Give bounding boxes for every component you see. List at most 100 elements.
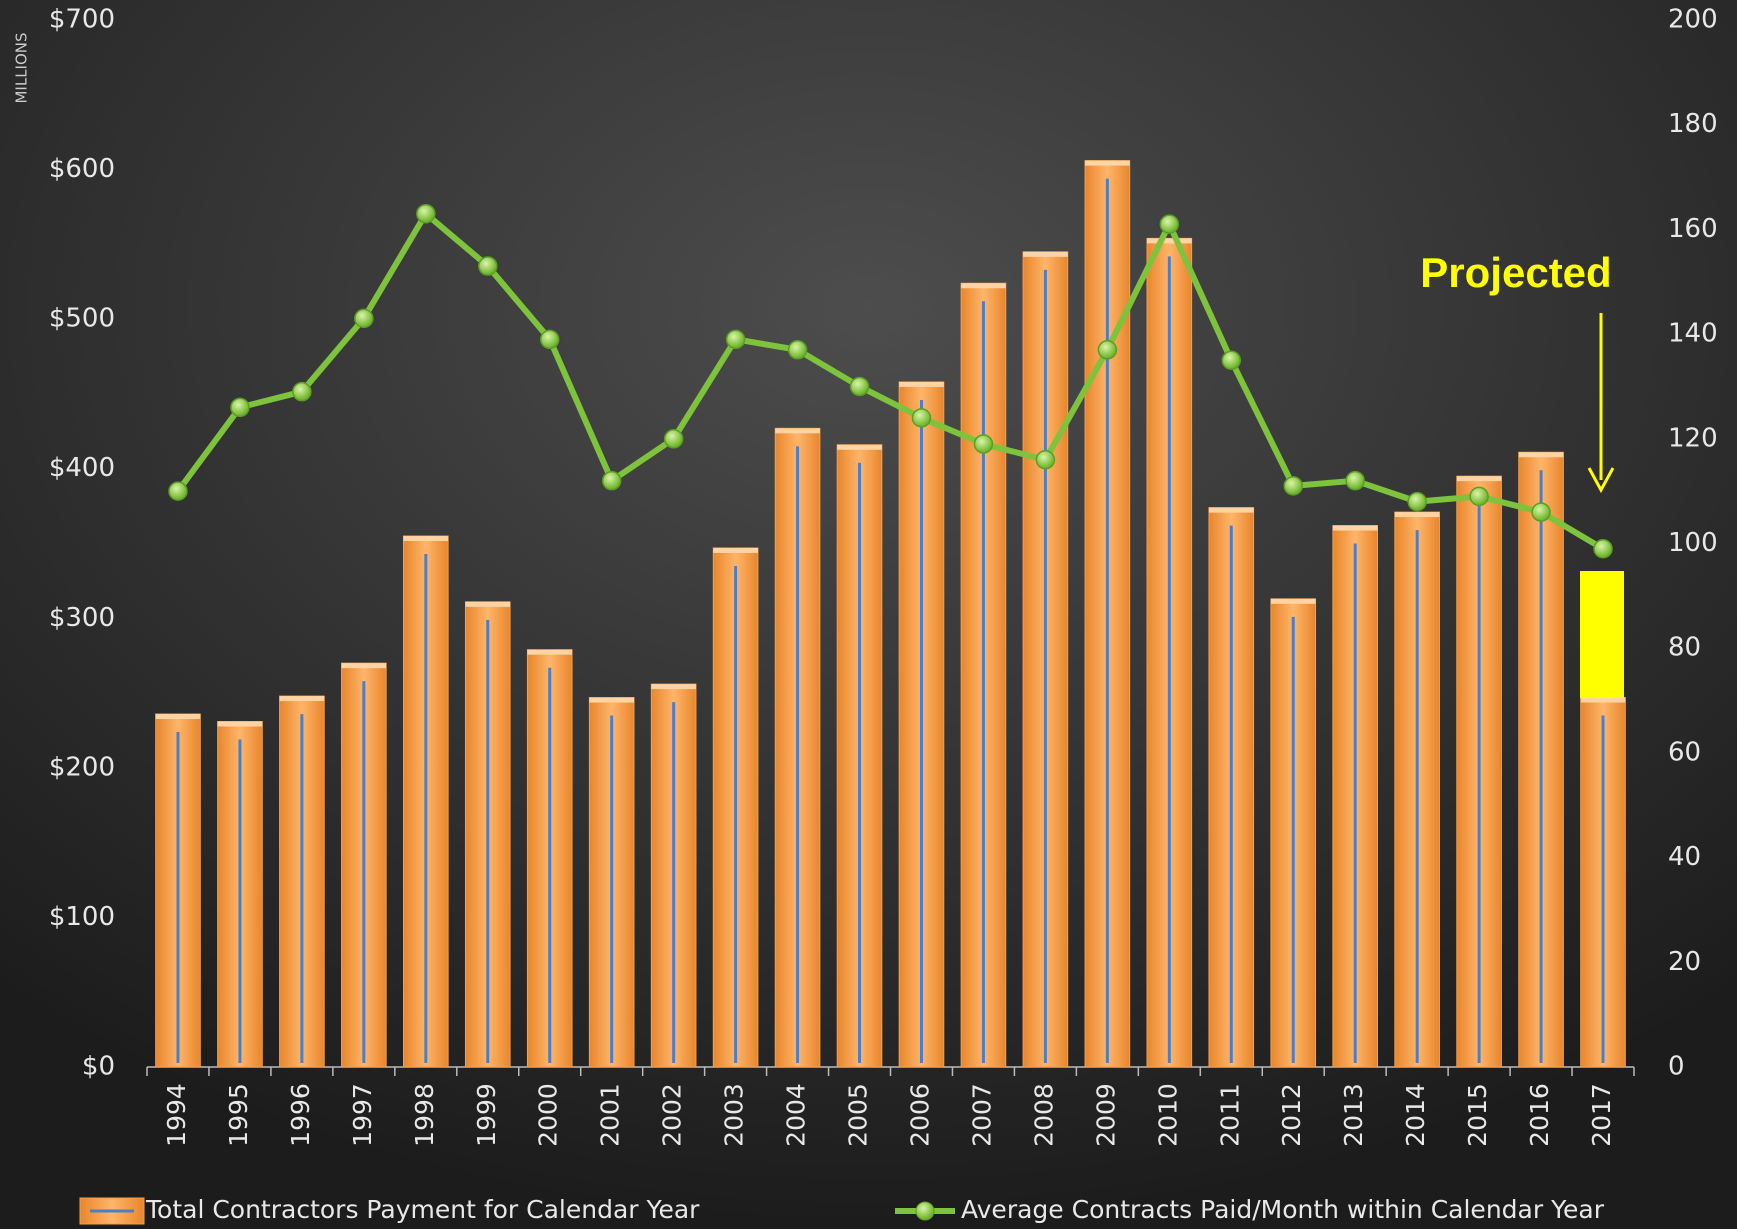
line-marker [292,381,312,402]
x-tick-label: 2003 [720,1083,749,1147]
y-tick-label: $0 [82,1052,115,1082]
bar [650,683,697,1068]
projected-highlight [1580,571,1624,698]
bar-cap [279,696,325,702]
x-tick-label: 2011 [1215,1083,1244,1147]
y2-tick-label: 80 [1668,633,1701,663]
legend-label: Total Contractors Payment for Calendar Y… [145,1195,700,1224]
bar-cap [651,684,696,690]
line-marker [1097,340,1118,360]
x-tick-label: 2013 [1339,1083,1368,1147]
legend-marker [915,1201,935,1221]
y2-tick-label: 180 [1668,109,1718,139]
y-tick-label: $400 [49,453,115,483]
bar [836,444,883,1068]
line-marker [478,256,498,276]
bar [774,427,821,1068]
line-marker [849,376,870,397]
x-tick-label: 2012 [1277,1083,1306,1147]
bar [279,695,325,1068]
bar-cap [961,283,1006,289]
bar-cap [589,697,634,703]
bar-cap [527,649,573,655]
x-tick-label: 2016 [1525,1083,1554,1147]
bar [464,601,511,1068]
y-tick-label: $200 [49,752,115,782]
line-marker [1407,491,1427,512]
bar [155,713,201,1068]
line-marker [601,470,622,491]
bar-cap [341,663,387,669]
y-tick-label: $500 [49,304,115,334]
bar-cap [1518,452,1564,458]
line-marker [1531,502,1551,522]
line-marker [1345,470,1365,491]
y-tick-label: $300 [49,603,115,633]
line-marker [1593,538,1613,559]
x-tick-label: 2010 [1153,1083,1182,1147]
x-tick-label: 2017 [1587,1083,1616,1147]
y2-tick-label: 160 [1668,214,1718,244]
bar-cap [837,444,882,450]
bar-cap [465,601,511,607]
x-tick-label: 2004 [782,1083,811,1147]
x-tick-label: 2008 [1029,1083,1058,1147]
bar [588,697,635,1068]
line-marker [725,329,746,350]
line-marker [1035,449,1056,470]
x-tick-label: 2000 [534,1083,563,1147]
y-tick-label: $600 [49,154,115,184]
bar-cap [1270,598,1316,604]
bar [898,381,945,1068]
legend-label: Average Contracts Paid/Month within Cale… [961,1195,1605,1224]
bar [1332,525,1378,1068]
bar-cap [1208,507,1254,513]
x-tick-label: 2006 [905,1083,934,1147]
line-marker [1159,214,1180,234]
bar-cap [1394,512,1440,518]
bar [1146,237,1193,1068]
x-tick-label: 1996 [286,1083,315,1147]
y2-tick-label: 100 [1668,528,1718,558]
bar-cap [775,428,820,434]
x-tick-label: 2014 [1401,1083,1430,1147]
bar-cap [155,714,201,720]
line-marker [230,397,250,418]
y2-tick-label: 140 [1668,319,1718,349]
bar [1022,251,1069,1068]
bar [712,547,759,1068]
line-marker [1221,350,1242,371]
bar-cap [713,547,758,553]
x-tick-label: 2015 [1463,1083,1492,1147]
bar [1208,507,1255,1068]
bar [217,720,263,1068]
bar [341,662,387,1068]
bar-cap [899,381,944,387]
line-marker [973,434,994,454]
bar-cap [403,536,449,542]
x-tick-label: 1998 [410,1083,439,1147]
x-tick-label: 1995 [224,1083,253,1147]
line-marker [1469,486,1489,507]
y-tick-label: $100 [49,902,115,932]
bar [1394,511,1440,1068]
line-marker [539,329,560,350]
bar [1518,451,1564,1068]
line [175,210,1605,552]
x-tick-label: 2001 [596,1083,625,1147]
y2-tick-label: 20 [1668,947,1701,977]
bar-cap [1580,697,1626,703]
bar [1580,697,1626,1068]
x-tick-label: 2007 [967,1083,996,1147]
bar-cap [1456,476,1502,482]
y2-tick-label: 120 [1668,423,1718,453]
line-marker [168,481,188,501]
x-tick-label: 2009 [1091,1083,1120,1147]
line-marker [663,429,684,449]
bar [1456,475,1502,1068]
y2-tick-label: 0 [1668,1052,1685,1082]
y2-tick-label: 40 [1668,842,1701,872]
line-marker [911,408,932,428]
annotation-arrowhead [1587,467,1615,494]
